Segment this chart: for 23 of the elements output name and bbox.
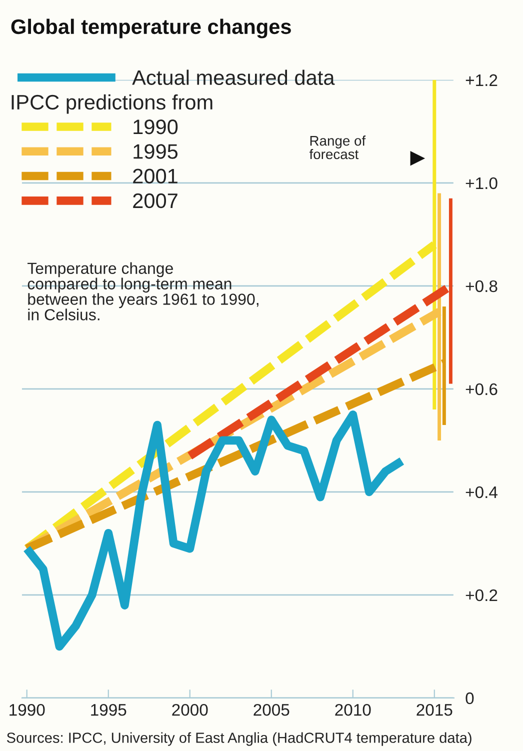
- annotation: Temperature change compared to long-term mean between the years 1961 to 1990, in Celsius.: [28, 262, 258, 320]
- legend-label: 2001: [133, 168, 178, 184]
- annotation: Range of forecast: [309, 136, 366, 160]
- y-tick-label: +0.2: [466, 589, 498, 602]
- y-tick-label: +0.4: [466, 486, 498, 498]
- y-tick-label: +1.2: [466, 74, 498, 86]
- legend-label: 1990: [134, 120, 178, 134]
- legend-title: IPCC predictions from: [12, 94, 212, 114]
- y-tick-label: 0: [466, 692, 474, 704]
- x-tick-label: 2005: [254, 704, 290, 716]
- source-note: Sources: IPCC, University of East Anglia (HadCRUT4 temperature data): [6, 732, 472, 746]
- y-tick-label: +0.8: [466, 280, 498, 292]
- y-tick-label: +1.0: [466, 177, 498, 190]
- x-tick-label: 2000: [172, 704, 208, 716]
- x-tick-label: 2010: [335, 704, 371, 716]
- x-tick-label: 1995: [91, 704, 126, 716]
- chart-title: Global temperature changes: [11, 18, 291, 38]
- x-tick-label: 2015: [416, 704, 452, 716]
- legend-label: 1995: [134, 144, 178, 159]
- x-tick-label: 1990: [10, 704, 45, 716]
- legend-label: 2007: [133, 193, 178, 208]
- legend-label: Actual measured data: [132, 70, 335, 85]
- y-tick-label: +0.6: [466, 383, 498, 396]
